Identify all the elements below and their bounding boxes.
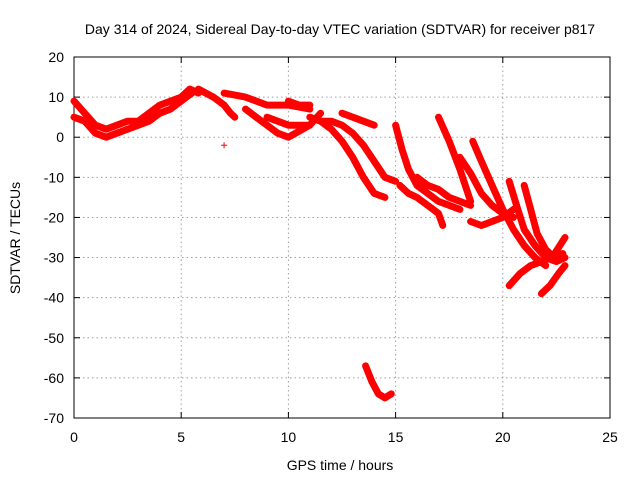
y-tick-labels: -70 -60 -50 -40 -30 -20 -10 0 10 20 xyxy=(44,49,64,426)
x-tick-label: 20 xyxy=(495,429,511,445)
x-tick-label: 10 xyxy=(281,429,297,445)
series-arc-18 xyxy=(505,177,569,266)
series-arc-10 xyxy=(338,109,378,129)
series-arc-14 xyxy=(413,173,475,209)
y-tick-label: -40 xyxy=(44,290,64,306)
series-arc-21 xyxy=(537,262,569,298)
series-arc-13 xyxy=(396,181,447,229)
series-arc-17 xyxy=(469,137,550,270)
x-tick-label: 25 xyxy=(602,429,618,445)
chart-title: Day 314 of 2024, Sidereal Day-to-day VTE… xyxy=(85,21,595,37)
series-arc-7 xyxy=(284,97,314,109)
y-tick-label: 10 xyxy=(48,89,64,105)
y-tick-label: -20 xyxy=(44,209,64,225)
x-axis-label: GPS time / hours xyxy=(287,457,394,473)
plot-frame xyxy=(73,56,611,419)
series-arc-22 xyxy=(467,205,517,229)
series-arc-15 xyxy=(435,113,475,205)
x-tick-label: 15 xyxy=(388,429,404,445)
data-point xyxy=(221,142,228,149)
series-arc-11 xyxy=(362,362,395,402)
series-arc-2 xyxy=(70,89,196,141)
data-series xyxy=(70,85,569,402)
x-tick-label: 0 xyxy=(70,429,78,445)
series-arc-12 xyxy=(392,121,464,213)
series-arc-9 xyxy=(317,117,400,185)
axis-ticks xyxy=(73,56,611,419)
series-arc-6 xyxy=(263,113,314,129)
x-tick-label: 5 xyxy=(177,429,185,445)
y-axis-label: SDTVAR / TECUs xyxy=(7,182,23,294)
grid-lines xyxy=(74,57,610,418)
x-tick-labels: 0 5 10 15 20 25 xyxy=(70,429,618,445)
y-tick-label: -70 xyxy=(44,410,64,426)
series-arc-3 xyxy=(194,85,239,121)
y-tick-label: -50 xyxy=(44,330,64,346)
y-tick-label: -30 xyxy=(44,250,64,266)
y-tick-label: -60 xyxy=(44,370,64,386)
y-tick-label: 0 xyxy=(56,129,64,145)
y-tick-label: 20 xyxy=(48,49,64,65)
y-tick-label: -10 xyxy=(44,169,64,185)
series-arc-20 xyxy=(505,234,569,290)
